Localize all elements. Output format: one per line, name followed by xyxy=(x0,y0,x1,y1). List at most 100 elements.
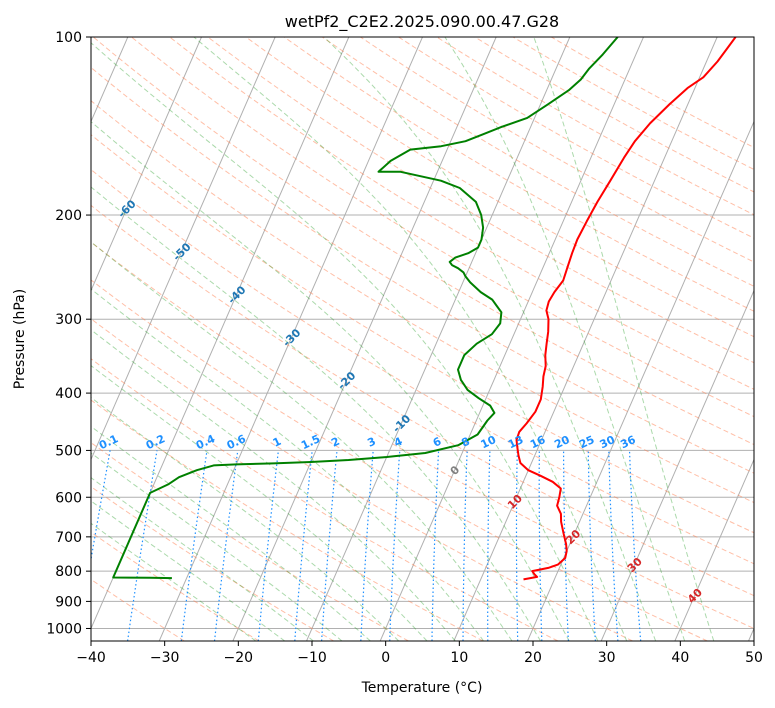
y-tick-label: 400 xyxy=(55,386,82,402)
dry-adiabat xyxy=(91,279,708,641)
mixing-ratio-label: 0.1 xyxy=(97,432,120,452)
y-tick-label: 600 xyxy=(55,490,82,506)
mixing-ratio-label: 3 xyxy=(365,435,377,450)
isotherm-label: -10 xyxy=(390,412,413,435)
x-tick-label: 10 xyxy=(450,650,468,666)
dry-adiabat xyxy=(512,37,754,171)
isotherm-label: -80 xyxy=(5,111,28,134)
dry-adiabat xyxy=(91,241,754,630)
mixing-ratio-line xyxy=(628,450,642,641)
dry-adiabat xyxy=(283,37,754,312)
dry-adiabat xyxy=(131,37,754,418)
isotherm-gridline xyxy=(91,37,202,292)
ticks-group: −40 −30 −20 −10 0 10 20 30 40 5010020030040050060… xyxy=(46,30,763,666)
isotherm-gridline xyxy=(91,37,276,461)
dry-adiabat xyxy=(321,37,754,287)
dry-adiabat xyxy=(398,37,754,239)
isotherm-label: -70 xyxy=(60,154,83,177)
mixing-ratio-label: 25 xyxy=(577,433,596,451)
isotherm-label: 40 xyxy=(685,586,705,606)
moist-adiabat xyxy=(91,241,513,641)
dry-adiabat xyxy=(91,318,633,641)
mixing-ratio-label: 13 xyxy=(506,433,525,451)
dry-adiabat xyxy=(91,204,754,597)
y-tick-label: 900 xyxy=(55,594,82,610)
dry-adiabat xyxy=(91,168,754,565)
moist-adiabat xyxy=(193,37,628,641)
dry-adiabat xyxy=(91,66,754,474)
moist-adiabat xyxy=(91,42,599,641)
mixing-ratio-label: 20 xyxy=(552,433,572,451)
moist-adiabat xyxy=(91,500,286,641)
x-tick-label: 30 xyxy=(598,650,616,666)
mixing-ratio-label: 0.2 xyxy=(144,432,167,452)
isotherm-gridline xyxy=(232,37,497,641)
mixing-ratio-line xyxy=(127,450,158,641)
isotherm-label: 10 xyxy=(505,492,525,512)
isotherm-label: -20 xyxy=(335,369,358,392)
isotherm-gridline xyxy=(453,37,718,641)
profile-lines-group xyxy=(112,37,737,581)
moist-adiabat xyxy=(91,364,428,641)
x-tick-label: 0 xyxy=(381,650,390,666)
x-axis-label: Temperature (°C) xyxy=(361,680,483,696)
line-labels-group: 0.10.20.40.611.52346810131620253036-100-… xyxy=(5,111,705,606)
dry-adiabat xyxy=(436,37,754,216)
mixing-ratio-label: 4 xyxy=(392,435,405,450)
isotherm-gridline xyxy=(158,37,423,641)
isotherm-gridline xyxy=(600,289,754,641)
background-lines-group xyxy=(91,37,754,641)
isotherm-label: -50 xyxy=(170,240,193,263)
x-tick-label: 50 xyxy=(745,650,763,666)
moist-adiabat xyxy=(91,288,485,641)
y-tick-label: 100 xyxy=(55,30,82,46)
x-tick-label: −10 xyxy=(297,650,327,666)
mixing-ratio-line xyxy=(389,450,401,641)
mixing-ratio-line xyxy=(587,450,596,641)
isotherm-gridline xyxy=(748,627,754,641)
temperature-profile-line xyxy=(515,37,737,581)
dry-adiabat xyxy=(91,134,754,534)
moist-adiabat xyxy=(91,425,371,641)
y-tick-label: 500 xyxy=(55,443,82,459)
dry-adiabat xyxy=(169,37,754,390)
dry-adiabat xyxy=(474,37,754,193)
dry-adiabat xyxy=(245,37,754,338)
y-tick-label: 300 xyxy=(55,312,82,328)
x-tick-label: −30 xyxy=(150,650,180,666)
mixing-ratio-label: 6 xyxy=(431,435,444,450)
dry-adiabat xyxy=(91,399,484,641)
mixing-ratio-label: 8 xyxy=(459,435,471,450)
x-tick-label: 40 xyxy=(671,650,689,666)
dry-adiabat xyxy=(207,37,754,364)
moist-adiabat xyxy=(91,186,542,641)
moist-adiabat xyxy=(91,522,257,641)
plot-frame xyxy=(90,36,755,642)
dry-adiabat xyxy=(91,100,754,504)
dry-adiabat xyxy=(91,486,334,641)
isotherm-label: -40 xyxy=(225,283,248,306)
moist-adiabat xyxy=(91,396,400,641)
isotherm-label: 0 xyxy=(448,463,463,478)
mixing-ratio-label: 30 xyxy=(598,433,618,451)
isotherm-gridline xyxy=(674,458,754,641)
x-tick-label: 20 xyxy=(524,650,542,666)
mixing-ratio-label: 16 xyxy=(528,433,548,451)
y-tick-label: 700 xyxy=(55,530,82,546)
chart-title: wetPf2_C2E2.2025.090.00.47.G28 xyxy=(285,12,559,32)
mixing-ratio-label: 0.6 xyxy=(225,432,248,452)
moist-adiabat xyxy=(533,37,715,641)
dry-adiabat xyxy=(550,37,754,148)
mixing-ratio-line xyxy=(91,450,111,563)
moist-adiabat xyxy=(91,477,314,641)
mixing-ratio-line xyxy=(486,450,491,641)
mixing-ratio-label: 1.5 xyxy=(299,432,322,452)
mixing-ratio-label: 0.4 xyxy=(194,432,217,452)
moist-adiabat xyxy=(444,37,686,641)
dry-adiabat xyxy=(92,37,754,446)
isotherm-gridline xyxy=(306,37,571,641)
mixing-ratio-label: 2 xyxy=(329,435,341,450)
dry-adiabat xyxy=(91,442,409,641)
mixing-ratio-line xyxy=(360,450,374,641)
